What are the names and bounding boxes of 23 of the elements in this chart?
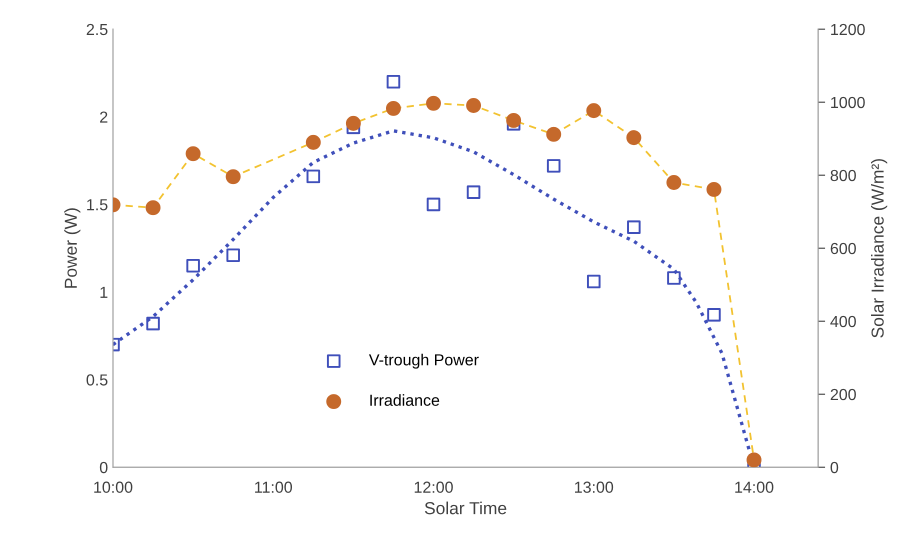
x-tick-label: 14:00: [735, 482, 774, 493]
y-tick-label: 1: [100, 286, 108, 298]
x-tick-label: 13:00: [575, 482, 614, 493]
legend-label: Irradiance: [370, 394, 440, 406]
y-tick-label: 2: [100, 111, 108, 123]
y2-tick-label: 400: [830, 316, 856, 328]
legend-label: V-trough Power: [368, 354, 479, 369]
x-tick-label: 10:00: [94, 482, 132, 493]
y2-tick-label: 1000: [831, 96, 865, 108]
y-axis-title: Power (W): [64, 208, 80, 288]
y2-tick-label: 1200: [831, 24, 865, 36]
x-axis-title: Solar Time: [424, 502, 506, 514]
y-tick-label: 1.5: [87, 199, 108, 210]
y-tick-label: 0: [100, 462, 108, 474]
y2-tick-label: 0: [830, 462, 838, 474]
y-tick-label: 0.5: [86, 374, 108, 386]
x-tick-label: 12:00: [414, 482, 453, 493]
y-tick-label: 2.5: [86, 24, 108, 36]
y2-tick-label: 800: [830, 170, 856, 182]
y2-tick-label: 600: [830, 242, 856, 254]
y2-tick-label: 200: [830, 388, 856, 400]
y2-axis-title: Solar Irradiance (W/m²): [871, 159, 888, 338]
x-tick-label: 11:00: [255, 482, 292, 493]
